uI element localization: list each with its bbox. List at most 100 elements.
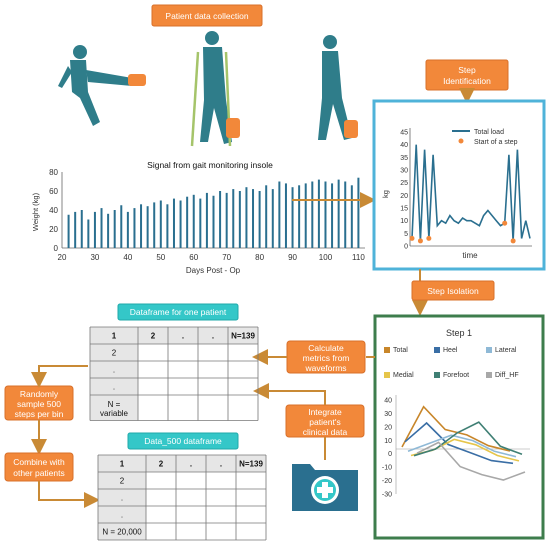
- step-start-marker: [409, 235, 415, 241]
- signal-bar: [74, 211, 77, 248]
- signal-bar: [100, 208, 103, 248]
- step1-legend-label: Diff_HF: [495, 372, 519, 379]
- signal-bar: [133, 208, 136, 248]
- signal-bar: [284, 183, 287, 248]
- dataframe-one-patient-label: Dataframe for one patient: [130, 307, 227, 317]
- randomly-label-1: Randomly: [20, 389, 59, 399]
- step1-ytick: 0: [388, 451, 392, 458]
- step1-legend-swatch: [384, 347, 390, 353]
- signal-xtick: 50: [156, 253, 165, 262]
- signal-bar: [225, 192, 228, 248]
- step-ytick: 10: [400, 218, 408, 225]
- signal-bar: [311, 181, 314, 248]
- signal-xtick: 30: [90, 253, 99, 262]
- step1-panel: Step 1 Total Heel Lateral Medial Forefoot Dif…: [373, 314, 545, 540]
- signal-bar: [159, 200, 162, 248]
- step1-series-line: [401, 405, 511, 452]
- signal-bar: [186, 196, 189, 248]
- signal-xtick: 90: [288, 253, 297, 262]
- signal-bar: [219, 191, 222, 248]
- step1-ytick: 10: [384, 438, 392, 445]
- step1-legend-label: Heel: [443, 347, 458, 354]
- dataframe-one-patient-box: Dataframe for one patient: [117, 303, 239, 321]
- signal-bar: [265, 185, 268, 248]
- signal-bar: [238, 191, 241, 248]
- signal-bar: [153, 202, 156, 248]
- step-start-marker: [502, 220, 508, 226]
- signal-bar: [107, 213, 110, 248]
- table-index-bg: [98, 455, 146, 540]
- signal-xtick: 80: [255, 253, 264, 262]
- table-row-label: 2: [120, 477, 125, 486]
- total-load-line: [411, 144, 531, 241]
- signal-bar: [199, 198, 202, 248]
- medical-folder-icon: [292, 464, 358, 511]
- signal-bar: [278, 181, 281, 248]
- table-data500: 1 2.. N=139 2.. N = 20,000: [97, 454, 267, 541]
- table-row-label: .: [113, 383, 115, 392]
- signal-ytick: 60: [49, 187, 58, 196]
- signal-bar: [252, 189, 255, 248]
- step-ytick: 15: [400, 206, 408, 213]
- data500-box: Data_500 dataframe: [127, 432, 239, 450]
- step-chart-ylabel: kg: [381, 190, 390, 198]
- table-header-cell: .: [182, 332, 184, 341]
- step-chart-xlabel: time: [462, 251, 478, 260]
- signal-xtick: 40: [123, 253, 132, 262]
- signal-bar: [317, 179, 320, 248]
- step-ytick: 20: [400, 193, 408, 200]
- step-start-marker: [510, 238, 516, 244]
- legend-total-load: Total load: [474, 129, 504, 136]
- randomly-label-3: steps per bin: [15, 409, 64, 419]
- table-header-cell: 1: [120, 460, 125, 469]
- randomly-label-2: sample 500: [17, 399, 61, 409]
- integrate-label-3: clinical data: [303, 427, 348, 437]
- step-ytick: 40: [400, 142, 408, 149]
- calculate-metrics-label-3: waveforms: [304, 363, 346, 373]
- signal-bar: [80, 210, 83, 248]
- signal-xtick: 100: [319, 253, 333, 262]
- table-row-label: 2: [112, 349, 117, 358]
- signal-bar: [113, 210, 116, 248]
- step1-ytick: 30: [384, 411, 392, 418]
- step-ytick: 5: [404, 231, 408, 238]
- step1-ytick: -20: [382, 478, 392, 485]
- step-identification-label-2: Identification: [443, 76, 491, 86]
- signal-bar: [192, 194, 195, 248]
- signal-bar: [337, 179, 340, 248]
- signal-xtick: 70: [222, 253, 231, 262]
- step1-legend-swatch: [434, 372, 440, 378]
- data500-label: Data_500 dataframe: [144, 436, 222, 446]
- patient-data-collection-box: Patient data collection: [151, 4, 263, 27]
- signal-xtick: 110: [352, 253, 365, 262]
- signal-bar: [120, 205, 123, 248]
- signal-bar: [291, 187, 294, 248]
- step-identification-label-1: Step: [458, 65, 476, 75]
- step1-series-line: [407, 434, 517, 458]
- step1-legend-swatch: [384, 372, 390, 378]
- signal-bar: [298, 185, 301, 248]
- step1-legend-label: Medial: [393, 372, 414, 379]
- step-ytick: 0: [404, 244, 408, 251]
- signal-bar: [350, 185, 353, 248]
- combine-label-1: Combine with: [13, 457, 65, 467]
- integrate-label-2: patient's: [309, 417, 340, 427]
- signal-title: Signal from gait monitoring insole: [147, 160, 273, 170]
- combine-patients-box: Combine with other patients: [4, 452, 74, 482]
- step1-ytick: -10: [382, 465, 392, 472]
- step-identification-panel: 0 5 10 15 20 25 30 35 40 45 kg time Total load St…: [372, 99, 546, 271]
- integrate-label-1: Integrate: [308, 407, 342, 417]
- signal-bar: [212, 195, 215, 248]
- signal-bar: [271, 189, 274, 248]
- randomly-sample-box: Randomly sample 500 steps per bin: [4, 385, 74, 421]
- signal-bar: [258, 191, 261, 248]
- step1-ytick: -30: [382, 492, 392, 499]
- signal-bar: [140, 204, 143, 248]
- arrow-table-to-randomly: [31, 365, 88, 388]
- signal-xtick: 20: [58, 253, 67, 262]
- signal-bar: [87, 219, 90, 248]
- table-header-cell: 2: [151, 332, 156, 341]
- patient-silhouette-kicking: [58, 45, 146, 126]
- signal-bar: [331, 183, 334, 248]
